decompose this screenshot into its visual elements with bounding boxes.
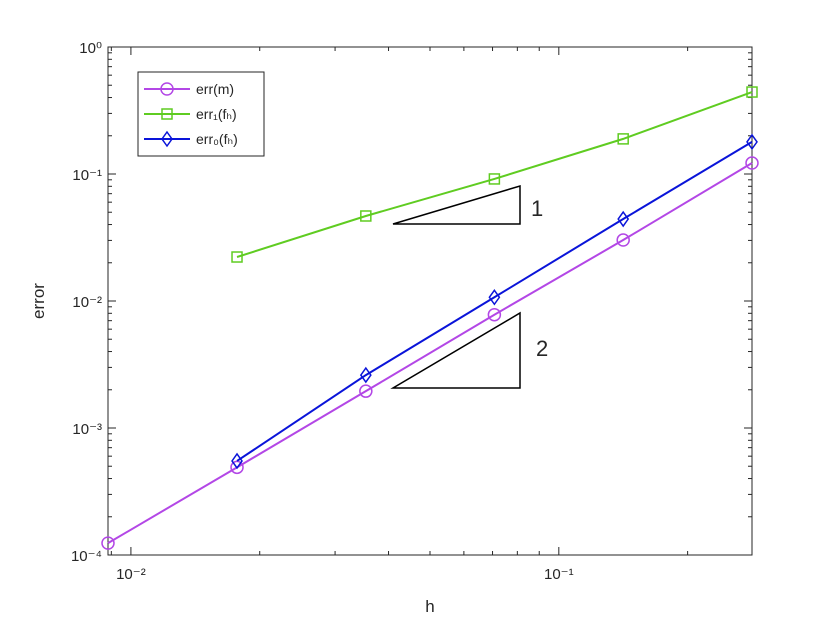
- y-tick-label: 10⁻¹: [72, 167, 102, 184]
- annotation: 2: [536, 336, 548, 361]
- marker: [160, 82, 174, 96]
- y-axis-label: error: [29, 283, 48, 319]
- series-line: [236, 91, 753, 258]
- marker: [488, 173, 501, 185]
- marker: [487, 307, 502, 322]
- marker: [746, 133, 758, 151]
- marker: [746, 86, 758, 98]
- series-line: [107, 162, 753, 544]
- marker: [617, 133, 629, 145]
- annotation: 1: [531, 196, 543, 221]
- marker: [360, 210, 372, 222]
- legend-label: err(m): [196, 81, 234, 97]
- marker: [617, 210, 630, 228]
- x-tick-label: 10⁻²: [116, 566, 146, 583]
- y-tick-label: 10⁰: [79, 40, 102, 57]
- marker: [230, 460, 244, 475]
- y-tick-label: 10⁻²: [72, 294, 102, 311]
- marker: [161, 130, 173, 148]
- marker: [231, 452, 243, 470]
- marker: [359, 384, 373, 398]
- marker: [616, 233, 630, 247]
- marker: [359, 366, 372, 384]
- plot-frame: [107, 46, 753, 556]
- marker: [101, 536, 115, 550]
- y-tick-label: 10⁻³: [72, 421, 102, 438]
- slope-triangle: [390, 311, 521, 389]
- legend-label: err₁(fₕ): [196, 106, 237, 122]
- x-axis-label: h: [425, 597, 434, 616]
- series-line: [236, 141, 753, 462]
- marker: [231, 251, 243, 263]
- marker: [161, 108, 173, 120]
- marker: [488, 288, 501, 306]
- marker: [745, 156, 759, 170]
- slope-triangle: [392, 184, 521, 225]
- x-tick-label: 10⁻¹: [544, 566, 574, 583]
- y-tick-label: 10⁻⁴: [71, 548, 102, 565]
- legend-label: err₀(fₕ): [196, 131, 238, 147]
